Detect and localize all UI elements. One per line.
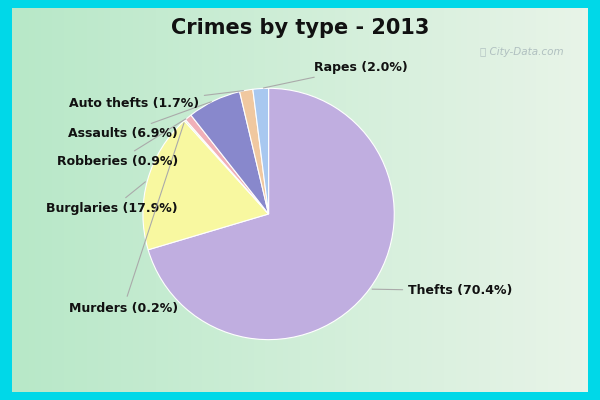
- Text: ⓘ City-Data.com: ⓘ City-Data.com: [480, 47, 564, 57]
- Wedge shape: [148, 88, 394, 340]
- Text: Thefts (70.4%): Thefts (70.4%): [372, 284, 512, 297]
- Wedge shape: [143, 121, 269, 250]
- Text: Rapes (2.0%): Rapes (2.0%): [263, 61, 408, 88]
- Text: Crimes by type - 2013: Crimes by type - 2013: [171, 18, 429, 38]
- Text: Assaults (6.9%): Assaults (6.9%): [68, 102, 211, 140]
- Wedge shape: [184, 120, 269, 214]
- Text: Murders (0.2%): Murders (0.2%): [68, 123, 184, 315]
- Text: Robberies (0.9%): Robberies (0.9%): [56, 119, 186, 168]
- Text: Auto thefts (1.7%): Auto thefts (1.7%): [68, 91, 244, 110]
- Wedge shape: [253, 88, 269, 214]
- Wedge shape: [191, 92, 269, 214]
- Wedge shape: [185, 115, 269, 214]
- Text: Burglaries (17.9%): Burglaries (17.9%): [46, 182, 178, 215]
- Wedge shape: [239, 89, 269, 214]
